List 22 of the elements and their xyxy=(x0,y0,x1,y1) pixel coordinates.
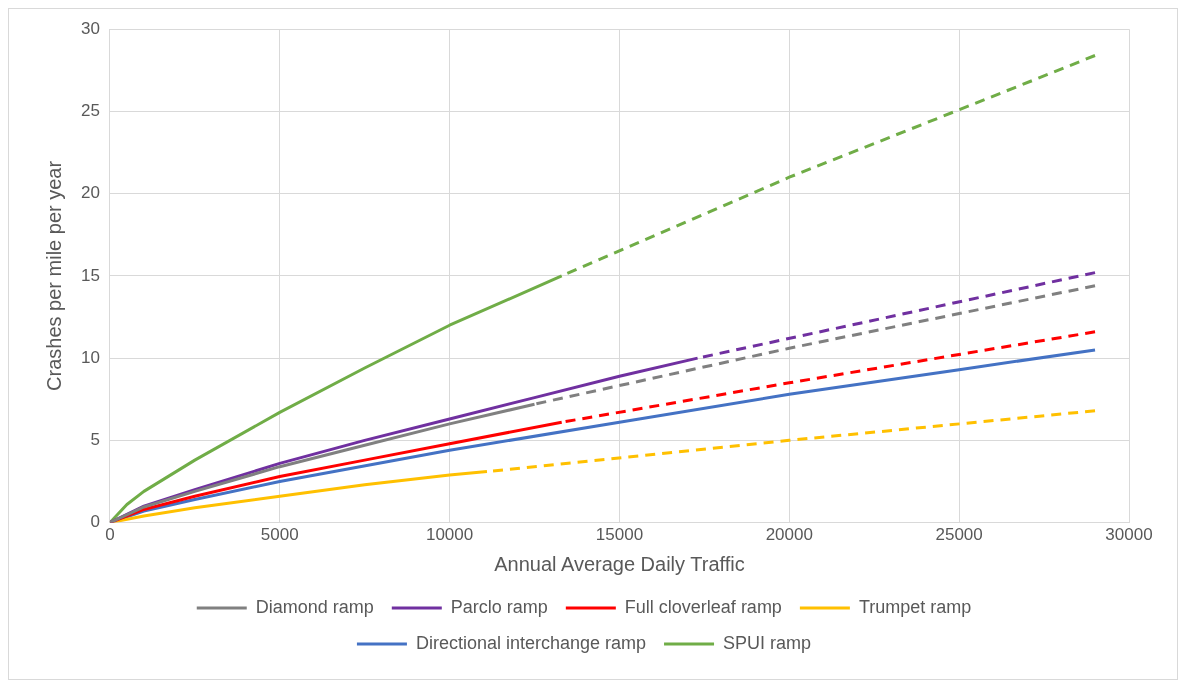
legend-label: SPUI ramp xyxy=(723,632,812,653)
legend-label: Diamond ramp xyxy=(255,596,374,617)
y-tick-label: 0 xyxy=(90,512,100,532)
legend-label: Full cloverleaf ramp xyxy=(624,596,782,617)
y-tick-label: 30 xyxy=(80,18,100,38)
y-tick-label: 15 xyxy=(80,265,100,285)
y-tick-label: 20 xyxy=(80,183,100,203)
x-tick-label: 5000 xyxy=(260,525,299,545)
legend-label: Parclo ramp xyxy=(450,596,548,617)
y-tick-label: 25 xyxy=(80,101,100,121)
x-tick-label: 20000 xyxy=(765,525,813,545)
x-tick-label: 10000 xyxy=(425,525,474,545)
x-tick-label: 25000 xyxy=(935,525,983,545)
x-axis-title: Annual Average Daily Traffic xyxy=(494,552,745,575)
legend-label: Directional interchange ramp xyxy=(415,632,647,653)
x-tick-label: 15000 xyxy=(595,525,644,545)
legend-label: Trumpet ramp xyxy=(858,596,972,617)
x-tick-label: 30000 xyxy=(1105,525,1153,545)
y-tick-label: 10 xyxy=(80,347,100,367)
x-tick-label: 0 xyxy=(105,525,115,545)
y-axis-title: Crashes per mile per year xyxy=(42,160,65,391)
y-tick-label: 5 xyxy=(90,430,100,450)
